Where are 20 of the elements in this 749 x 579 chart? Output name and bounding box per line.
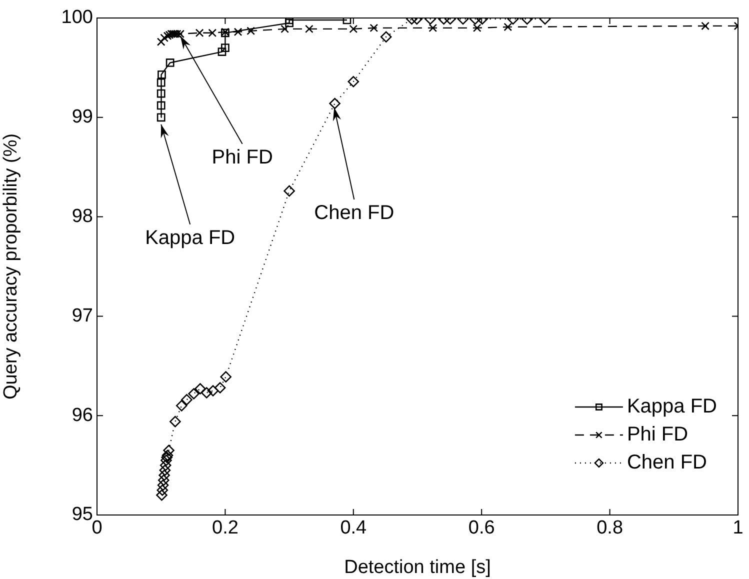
x-tick-label: 1 (732, 518, 744, 539)
annotation: Phi FD (212, 146, 273, 168)
y-tick-label: 96 (72, 404, 93, 426)
annotation: Chen FD (314, 202, 394, 224)
x-tick-label: 0 (92, 518, 102, 539)
x-tick-label: 0.4 (340, 518, 368, 539)
legend-label: Phi FD (626, 424, 688, 446)
x-tick-label: 0.2 (212, 518, 238, 539)
y-tick-label: 95 (72, 504, 93, 526)
legend-label: Kappa FD (626, 396, 718, 418)
annotation: Kappa FD (145, 226, 236, 249)
y-tick-label: 99 (72, 106, 93, 128)
y-tick-label: 100 (61, 7, 93, 28)
y-tick-label: 97 (72, 305, 93, 326)
x-tick-label: 0.8 (596, 518, 624, 539)
y-tick-label: 98 (72, 206, 93, 228)
x-tick-label: 0.6 (468, 518, 495, 539)
y-axis-title: Query accuracy proporbility (%) (0, 133, 22, 400)
x-axis-title: Detection time [s] (344, 556, 491, 578)
legend-label: Chen FD (626, 452, 707, 474)
